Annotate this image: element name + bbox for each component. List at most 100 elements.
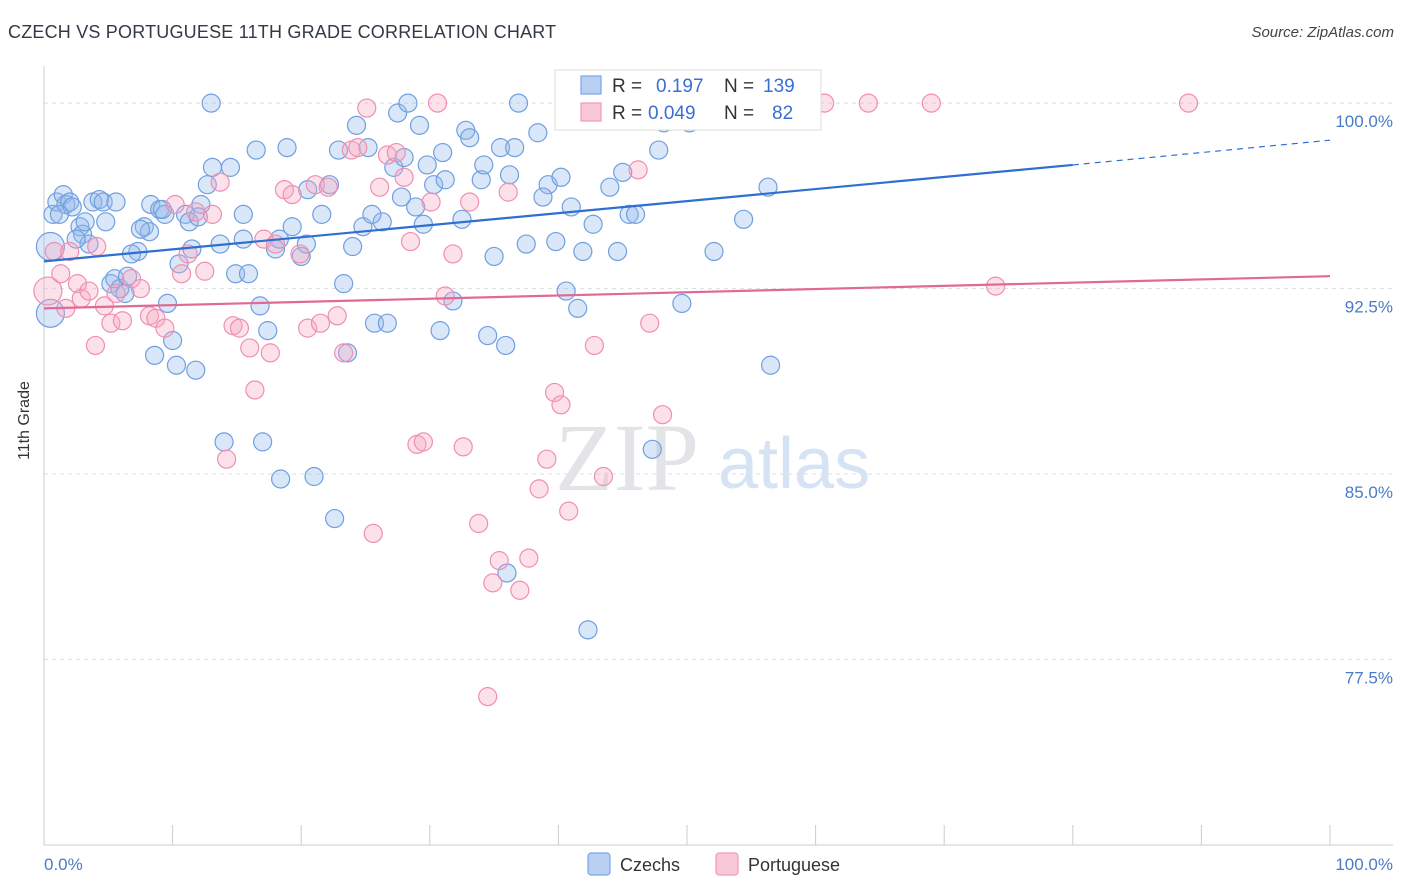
point-czechs-127 <box>49 204 70 224</box>
point-portuguese-79 <box>1178 93 1199 113</box>
point-czechs-115 <box>201 93 221 113</box>
point-czechs-129 <box>362 204 382 224</box>
point-czechs-32 <box>186 360 206 380</box>
point-portuguese-68 <box>551 395 571 415</box>
point-czechs-40 <box>233 204 253 224</box>
trend-line-portuguese <box>43 275 1331 310</box>
point-czechs-70 <box>409 115 430 135</box>
point-czechs-123 <box>152 199 172 220</box>
point-portuguese-10 <box>106 283 126 304</box>
point-portuguese-19 <box>178 244 198 264</box>
legend-swatch-portuguese <box>580 102 602 122</box>
point-czechs-78 <box>460 128 480 148</box>
point-czechs-99 <box>607 241 628 262</box>
point-portuguese-47 <box>386 142 406 163</box>
point-portuguese-18 <box>172 264 192 284</box>
point-portuguese-42 <box>348 138 368 158</box>
point-portuguese-55 <box>443 244 463 264</box>
point-czechs-137 <box>343 236 363 257</box>
point-portuguese-6 <box>79 281 99 301</box>
legend-n-label-czechs: N = <box>724 76 754 97</box>
point-czechs-121 <box>233 229 253 249</box>
point-czechs-71 <box>417 155 437 175</box>
point-czechs-110 <box>760 355 781 375</box>
point-czechs-132 <box>474 155 494 175</box>
point-portuguese-54 <box>435 286 455 306</box>
chart-title: CZECH VS PORTUGUESE 11TH GRADE CORRELATI… <box>8 22 557 42</box>
point-portuguese-20 <box>186 202 206 222</box>
point-portuguese-58 <box>469 513 489 534</box>
point-czechs-76 <box>452 209 472 229</box>
point-portuguese-72 <box>628 160 648 180</box>
point-portuguese-44 <box>363 523 383 544</box>
point-czechs-130 <box>391 187 412 207</box>
point-portuguese-39 <box>327 306 347 326</box>
legend-n-value-portuguese: 82 <box>772 103 793 124</box>
point-portuguese-69 <box>559 501 579 521</box>
point-portuguese-48 <box>394 167 414 187</box>
point-portuguese-16 <box>155 318 175 338</box>
point-czechs-44 <box>253 432 273 452</box>
point-czechs-43 <box>250 296 270 316</box>
legend-r-label-portuguese: R = <box>612 103 642 124</box>
trend-extension-czechs <box>1072 139 1331 166</box>
legend-bottom-czechs: Czechs <box>620 855 680 875</box>
y-tick-labels: 100.0% 92.5% 85.0% 77.5% <box>1335 112 1393 687</box>
point-portuguese-13 <box>130 278 151 299</box>
legend-n-value-czechs: 139 <box>763 76 795 97</box>
point-portuguese-45 <box>370 177 390 197</box>
trend-lines <box>43 139 1331 310</box>
point-portuguese-71 <box>593 466 614 487</box>
point-czechs-96 <box>578 620 598 640</box>
point-portuguese-62 <box>498 182 518 202</box>
point-czechs-131 <box>433 142 453 163</box>
point-portuguese-11 <box>112 311 133 331</box>
point-czechs-49 <box>282 217 302 237</box>
point-czechs-113 <box>758 177 778 197</box>
point-czechs-85 <box>505 138 525 158</box>
point-portuguese-51 <box>413 432 433 452</box>
point-czechs-28 <box>166 355 187 375</box>
point-czechs-124 <box>130 219 151 239</box>
point-czechs-64 <box>377 313 397 333</box>
legend-bottom-swatch-portuguese <box>715 852 739 876</box>
point-czechs-69 <box>406 197 426 217</box>
legend-bottom-swatch-czechs <box>587 852 611 876</box>
point-czechs-106 <box>672 293 692 314</box>
point-czechs-22 <box>141 194 161 215</box>
point-czechs-81 <box>484 246 504 267</box>
point-czechs-6 <box>60 192 80 212</box>
point-portuguese-7 <box>87 236 107 257</box>
point-czechs-94 <box>568 298 588 318</box>
point-portuguese-28 <box>245 380 265 400</box>
point-czechs-91 <box>551 167 571 187</box>
point-czechs-26 <box>157 293 178 314</box>
point-czechs-47 <box>271 469 291 489</box>
point-czechs-103 <box>642 439 662 459</box>
point-portuguese-9 <box>101 313 121 333</box>
legend-r-value-czechs: 0.197 <box>656 76 704 97</box>
point-czechs-59 <box>346 115 367 135</box>
point-portuguese-3 <box>60 241 80 262</box>
point-czechs-9 <box>72 224 93 244</box>
axes <box>43 66 1393 846</box>
point-czechs-104 <box>649 140 669 160</box>
point-czechs-119 <box>296 234 316 254</box>
point-portuguese-35 <box>298 318 318 338</box>
point-portuguese-74 <box>652 405 673 425</box>
watermark: ZIP atlas <box>555 404 870 511</box>
y-tick-label-1: 92.5% <box>1345 298 1393 317</box>
point-portuguese-21 <box>195 261 215 281</box>
point-czechs-80 <box>478 325 498 346</box>
point-portuguese-34 <box>290 244 310 264</box>
point-czechs-134 <box>533 187 553 207</box>
point-portuguese-4 <box>67 274 88 294</box>
point-czechs-10 <box>79 234 99 254</box>
point-czechs-63 <box>372 212 392 232</box>
watermark-atlas: atlas <box>718 424 870 504</box>
point-portuguese-76 <box>858 93 878 113</box>
point-czechs-88 <box>528 123 548 143</box>
legend-bottom: Czechs Portuguese <box>587 852 840 876</box>
point-czechs-92 <box>556 281 576 301</box>
point-czechs-82 <box>490 138 511 158</box>
